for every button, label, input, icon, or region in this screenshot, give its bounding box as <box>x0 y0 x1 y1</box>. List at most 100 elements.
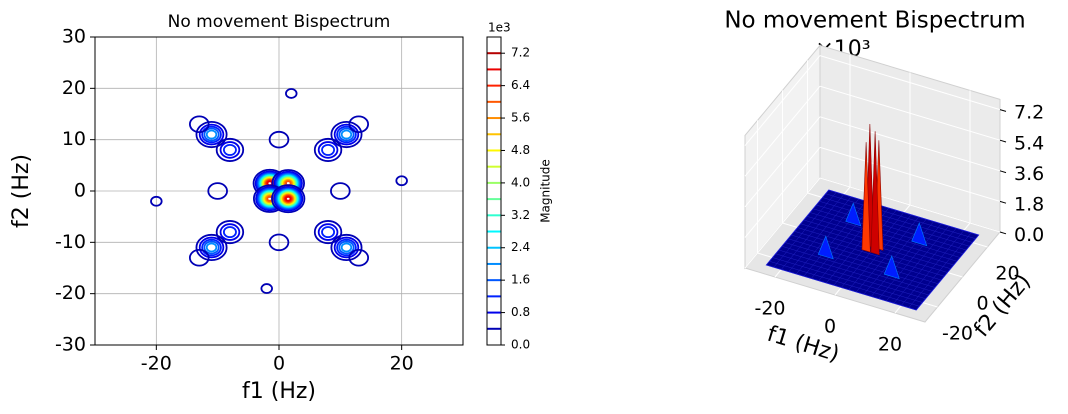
contour-line <box>201 238 222 257</box>
x-tick-label: 20 <box>390 353 414 375</box>
contour-line <box>222 143 237 156</box>
colorbar-tick-label: 2.4 <box>511 240 530 254</box>
contour-line <box>330 121 363 149</box>
contour-line <box>219 141 241 159</box>
colorbar-tick-label: 1.6 <box>511 273 530 287</box>
colorbar-tick-label: 3.2 <box>511 208 530 222</box>
surface-peak <box>870 131 880 256</box>
y-tick-label: 20 <box>995 263 1019 285</box>
colorbar-tick-label: 4.0 <box>511 175 530 189</box>
contour-line <box>317 223 339 241</box>
surface-mesh <box>856 216 919 293</box>
contour-line <box>203 240 220 255</box>
surface-mesh <box>813 208 964 254</box>
contour-line <box>321 143 336 156</box>
contour-line <box>336 125 357 144</box>
contour-line <box>205 242 218 253</box>
surface-mesh <box>825 193 976 239</box>
z-tick-label: 3.6 <box>1014 163 1044 185</box>
x-tick-label: 20 <box>878 334 902 356</box>
contour-line <box>195 233 228 261</box>
z-tick <box>999 109 1007 112</box>
colorbar-multiplier: 1e3 <box>488 21 511 35</box>
colorbar-tick-label: 0.8 <box>511 305 530 319</box>
contour-line <box>285 195 292 202</box>
contour-line <box>195 121 228 149</box>
contour-line <box>348 248 370 267</box>
x-axis-label: f1 (Hz) <box>242 379 316 404</box>
surface-mesh <box>828 189 979 236</box>
contour-line <box>285 88 298 99</box>
surface-peak <box>845 202 862 227</box>
plot-frame <box>94 36 464 346</box>
contour-line <box>348 115 370 134</box>
z-tick-label: 1.8 <box>1014 194 1044 216</box>
y-tick-label: 0 <box>74 180 86 202</box>
z-tick-label: 0.0 <box>1014 224 1044 246</box>
contour-line <box>330 233 363 261</box>
y-tick-label: -20 <box>55 282 86 304</box>
contour-line <box>198 123 225 146</box>
contour-line <box>317 141 339 159</box>
z-tick-label: 5.4 <box>1014 132 1044 154</box>
x-tick-label: 0 <box>273 353 285 375</box>
y-tick-label: -10 <box>55 231 86 253</box>
surface-mesh <box>816 204 967 251</box>
contour-line <box>271 184 306 214</box>
colorbar-tick-label: 6.4 <box>511 78 530 92</box>
contour-line <box>333 236 360 259</box>
y-tick-label: 20 <box>62 77 86 99</box>
surface-mesh <box>886 225 949 302</box>
colorbar-frame <box>486 36 502 346</box>
contour-line <box>222 226 237 239</box>
contour-line <box>188 115 210 134</box>
colorbar-tick-label: 0.0 <box>511 338 530 352</box>
contour-line <box>313 137 343 162</box>
surface-mesh <box>822 197 973 243</box>
contour-line <box>260 283 273 294</box>
z-tick <box>999 200 1007 204</box>
contour-line <box>215 137 245 162</box>
contour-line <box>219 223 241 241</box>
y-tick-label: 0 <box>976 293 988 315</box>
z-tick <box>999 139 1007 143</box>
colorbar-label: Magnitude <box>539 159 553 223</box>
surface-mesh <box>908 232 972 308</box>
contour-line <box>340 129 353 140</box>
contour-line <box>203 127 220 142</box>
contour-line <box>273 185 304 212</box>
contour-line <box>321 226 336 239</box>
contour-line <box>198 236 225 259</box>
chart-title: No movement Bispectrum <box>168 12 391 32</box>
surface-mesh <box>848 214 912 290</box>
surface-mesh <box>893 228 957 304</box>
contour-line <box>333 123 360 146</box>
contour-line <box>338 240 355 255</box>
z-tick-label: 7.2 <box>1014 102 1044 124</box>
y-tick-label: 30 <box>62 26 86 48</box>
colorbar-tick-label: 5.6 <box>511 111 530 125</box>
surface-mesh <box>916 234 979 311</box>
surface-peak <box>883 255 900 280</box>
contour-line <box>338 127 355 142</box>
surface-mesh <box>901 230 964 306</box>
chart-title: No movement Bispectrum <box>724 8 1025 34</box>
contour-line <box>268 130 290 149</box>
x-tick-label: -20 <box>754 298 785 320</box>
contour-line <box>205 129 218 140</box>
contour-line <box>188 248 210 267</box>
z-tick <box>999 231 1007 235</box>
colorbar-tick-label: 4.8 <box>511 143 530 157</box>
contour-line <box>150 195 163 207</box>
contour-line <box>395 175 408 187</box>
surface-mesh <box>819 201 970 247</box>
x-tick-label: -20 <box>141 353 172 375</box>
contour-line <box>340 242 353 253</box>
z-tick <box>999 170 1007 174</box>
contour-line <box>313 220 343 245</box>
y-axis-label: f2 (Hz) <box>9 154 34 228</box>
contour-line <box>207 182 228 200</box>
surface-peak <box>911 222 928 247</box>
